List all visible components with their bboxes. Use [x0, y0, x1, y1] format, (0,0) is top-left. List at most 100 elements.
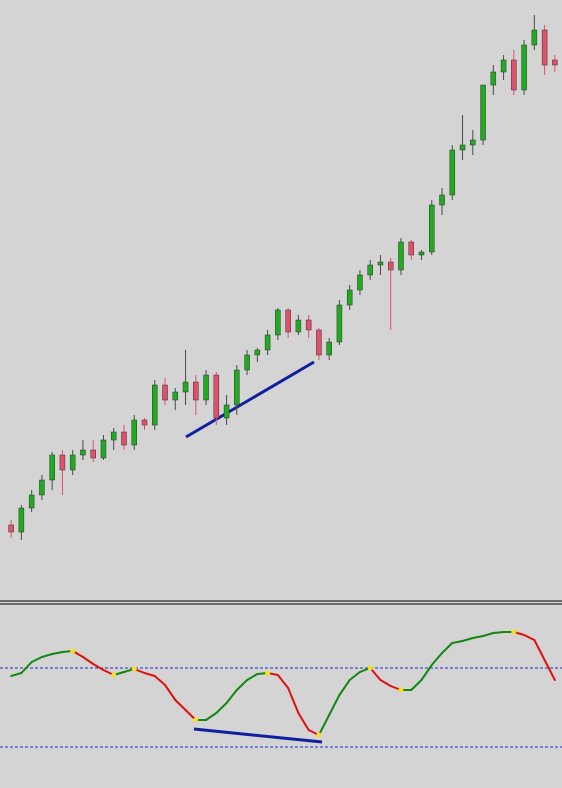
oscillator-segment	[10, 672, 23, 677]
candle-body	[305, 319, 312, 331]
oscillator-segment	[205, 712, 218, 721]
candle-body	[429, 204, 435, 253]
candle-body	[80, 449, 86, 456]
oscillator-segment	[533, 639, 546, 661]
candle-body	[203, 374, 209, 401]
candle-body	[182, 381, 189, 393]
oscillator-segment	[143, 672, 156, 677]
oscillator-segment	[92, 663, 105, 671]
oscillator-segment	[420, 664, 433, 681]
candle-body	[387, 261, 394, 271]
candle-body	[295, 319, 302, 333]
candle-body	[223, 404, 230, 419]
oscillator-segment	[81, 656, 95, 665]
oscillator-segment	[235, 679, 249, 691]
oscillator-segment	[51, 651, 64, 655]
oscillator-segment	[482, 632, 495, 637]
oscillator-segment	[328, 694, 341, 716]
candle-body	[480, 84, 486, 141]
candle-body	[39, 479, 45, 496]
candle-body	[234, 369, 240, 406]
candle-body	[541, 29, 548, 66]
candle-body	[131, 419, 137, 446]
oscillator-segment	[30, 656, 43, 663]
candle-body	[459, 144, 466, 151]
candle-body	[531, 29, 538, 46]
candle-body	[100, 439, 107, 459]
candle-body	[500, 59, 507, 73]
candle-body	[110, 431, 117, 441]
turn-point	[111, 672, 117, 678]
trend-line	[185, 360, 315, 439]
candle-body	[408, 241, 414, 256]
candle-body	[285, 309, 291, 333]
candle-body	[490, 71, 497, 86]
oscillator-segment	[441, 642, 454, 654]
oscillator-segment	[287, 687, 300, 714]
oscillator-segment	[338, 679, 351, 696]
turn-point	[131, 666, 137, 672]
candle-body	[326, 341, 332, 356]
oscillator-segment	[297, 712, 310, 731]
candle-body	[28, 494, 35, 509]
candle-body	[141, 419, 148, 426]
candle-body	[90, 449, 96, 459]
oscillator-segment	[369, 667, 382, 681]
oscillator-segment	[225, 689, 238, 704]
candle-body	[275, 309, 281, 336]
candle-body	[244, 354, 250, 371]
candle-body	[264, 334, 271, 351]
candle-body	[59, 454, 66, 471]
candle-body	[193, 381, 199, 401]
candle-body	[511, 59, 517, 91]
oscillator-segment	[451, 640, 464, 644]
turn-point	[367, 665, 373, 671]
candle-body	[213, 374, 220, 419]
candle-body	[367, 264, 373, 276]
oscillator-segment	[215, 702, 228, 714]
oscillator-segment	[276, 674, 290, 689]
turn-point	[398, 687, 404, 693]
turn-point	[316, 732, 322, 738]
oscillator-segment	[379, 679, 392, 687]
turn-point	[70, 648, 76, 654]
candle-body	[8, 524, 14, 533]
candle-body	[377, 261, 384, 266]
candle-body	[521, 44, 527, 91]
oscillator-segment	[317, 714, 331, 736]
oscillator-segment	[492, 631, 505, 634]
candle-body	[18, 507, 25, 533]
oscillator-segment	[174, 699, 187, 711]
candle-body	[49, 454, 55, 481]
oscillator-segment	[246, 673, 259, 681]
trend-line	[193, 727, 323, 744]
turn-point	[265, 670, 271, 676]
oscillator-segment	[410, 679, 423, 691]
oscillator-segment	[430, 652, 444, 666]
oscillator-segment	[471, 635, 485, 639]
candle-body	[357, 274, 363, 291]
candle-body	[336, 304, 343, 343]
candle-body	[121, 431, 127, 446]
candle-body	[398, 241, 404, 271]
candle-body	[439, 194, 445, 206]
oscillator-segment	[40, 653, 54, 658]
oscillator-segment	[153, 675, 167, 686]
turn-point	[193, 717, 199, 723]
candle-body	[470, 139, 476, 146]
candle-body	[552, 59, 558, 66]
candle-body	[172, 391, 179, 401]
turn-point	[511, 629, 517, 635]
candle-body	[162, 384, 168, 401]
candle-body	[152, 384, 158, 426]
oscillator-segment	[461, 637, 474, 642]
oscillator-segment	[348, 671, 361, 681]
oscillator-segment	[164, 684, 177, 701]
oscillator-segment	[543, 659, 556, 681]
candle-body	[254, 349, 261, 356]
candle-body	[346, 289, 353, 306]
candle-body	[418, 251, 425, 256]
candle-body	[69, 454, 76, 471]
